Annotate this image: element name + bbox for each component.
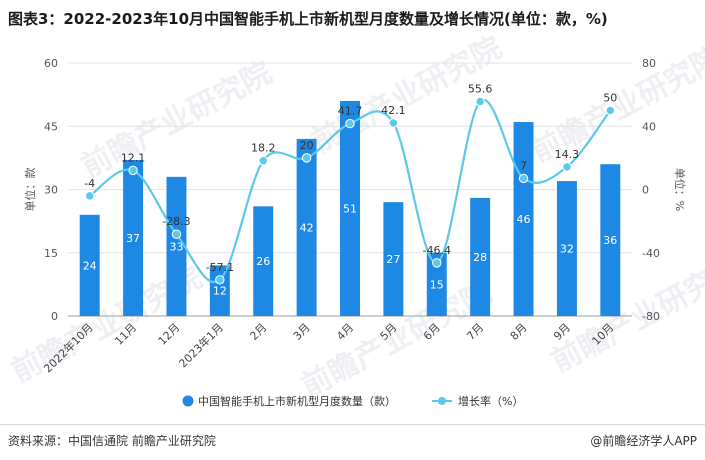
- bar: [209, 265, 230, 316]
- bar: [166, 176, 187, 316]
- x-tick-label: 12月: [156, 321, 183, 348]
- x-tick-label: 8月: [508, 321, 530, 343]
- bar-value-label: 51: [343, 202, 357, 215]
- line-point: [171, 229, 182, 239]
- bar-value-label: 28: [473, 251, 487, 264]
- line-value-label: 7: [520, 159, 527, 172]
- line-point: [562, 162, 572, 172]
- line-point: [301, 153, 312, 163]
- bar-value-label: 46: [517, 213, 531, 226]
- bar-value-label: 15: [430, 278, 444, 291]
- bar: [470, 197, 491, 316]
- x-tick-label: 4月: [334, 321, 356, 343]
- bar-value-label: 24: [83, 259, 97, 272]
- y-right-tick-label: 40: [642, 120, 656, 133]
- legend-bar-swatch: [182, 395, 194, 407]
- bar-value-label: 42: [300, 221, 314, 234]
- line-point: [605, 105, 616, 116]
- y-left-tick-label: 45: [44, 120, 58, 133]
- source-note: 资料来源：中国信通院 前瞻产业研究院: [8, 434, 216, 448]
- bar: [426, 252, 447, 316]
- line-value-label: 55.6: [468, 83, 493, 96]
- legend-line-label: 增长率（%）: [458, 394, 523, 408]
- bar-value-label: 27: [386, 253, 400, 266]
- line-value-label: 14.3: [555, 148, 580, 161]
- bar-value-label: 33: [169, 240, 183, 253]
- y-left-tick-label: 30: [44, 184, 58, 197]
- x-tick-label: 3月: [291, 321, 313, 343]
- y-left-axis-label: 单位：款: [23, 168, 37, 212]
- x-tick-label: 2022年10月: [41, 320, 96, 375]
- x-tick-label: 7月: [464, 321, 486, 343]
- line-point: [258, 156, 268, 166]
- line-point: [518, 173, 529, 184]
- x-tick-label: 9月: [551, 321, 573, 343]
- bar: [79, 214, 100, 316]
- line-point: [128, 165, 138, 176]
- x-tick-label: 2023年1月: [176, 320, 226, 370]
- line-value-label: 42.1: [381, 104, 406, 117]
- line-value-label: 50: [603, 91, 617, 104]
- line-value-label: -57.1: [206, 261, 234, 274]
- bar-value-label: 37: [126, 232, 140, 245]
- line-point: [388, 118, 399, 128]
- bar-value-label: 32: [560, 243, 574, 256]
- bar-value-label: 12: [213, 285, 227, 298]
- line-value-label: 41.7: [338, 105, 363, 118]
- credit-note: @前瞻经济学人APP: [590, 434, 697, 448]
- y-left-tick-label: 60: [44, 57, 58, 70]
- line-value-label: -46.4: [423, 244, 451, 257]
- legend-bar-label: 中国智能手机上市新机型月度数量（款）: [198, 394, 396, 408]
- y-right-tick-label: -80: [642, 310, 660, 323]
- y-right-axis-label: 单位：%: [673, 168, 687, 211]
- x-tick-label: 2月: [247, 321, 269, 343]
- growth-rate-line: [89, 98, 612, 284]
- bar-value-label: 26: [256, 255, 270, 268]
- y-left-tick-label: 0: [51, 310, 58, 323]
- bar: [296, 138, 317, 316]
- bar: [556, 181, 577, 316]
- x-tick-label: 5月: [378, 321, 400, 343]
- line-value-label: 12.1: [121, 151, 146, 164]
- x-tick-label: 6月: [421, 321, 443, 343]
- line-value-label: -4: [84, 177, 95, 190]
- y-right-tick-label: -40: [642, 247, 660, 260]
- chart-title: 图表3：2022-2023年10月中国智能手机上市新机型月度数量及增长情况(单位…: [8, 10, 608, 28]
- bar: [340, 100, 360, 316]
- y-right-tick-label: 80: [642, 57, 656, 70]
- legend-line-marker: [438, 397, 446, 405]
- y-right-tick-label: 0: [642, 184, 649, 197]
- x-tick-label: 10月: [590, 321, 617, 348]
- line-point: [345, 118, 355, 129]
- line-point: [432, 258, 442, 268]
- bar: [600, 164, 621, 316]
- line-point: [215, 275, 225, 285]
- bar: [383, 202, 404, 316]
- bar: [123, 159, 144, 316]
- bar-value-label: 36: [603, 234, 617, 247]
- line-point: [475, 96, 485, 107]
- footer-divider: [0, 424, 705, 425]
- bar: [253, 206, 274, 316]
- y-left-tick-label: 15: [44, 247, 58, 260]
- line-point: [84, 191, 95, 201]
- line-value-label: 18.2: [251, 142, 276, 155]
- line-value-label: 20: [300, 139, 314, 152]
- line-value-label: -28.3: [162, 215, 190, 228]
- x-tick-label: 11月: [112, 321, 139, 348]
